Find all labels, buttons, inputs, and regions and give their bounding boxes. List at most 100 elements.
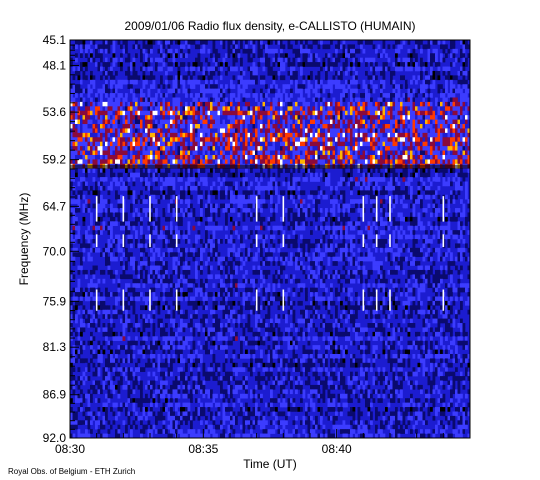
heatmap-cell [267,48,271,54]
heatmap-cell [395,66,398,72]
heatmap-cell [435,57,438,63]
heatmap-cell [137,110,141,116]
heatmap-cell [215,208,218,213]
heatmap-cell [435,106,438,112]
heatmap-cell [137,172,141,178]
heatmap-cell [162,190,166,196]
heatmap-cell [375,84,378,89]
heatmap-cell [120,194,123,200]
heatmap-cell [117,101,121,107]
heatmap-cell [262,150,266,156]
heatmap-cell [92,101,96,107]
heatmap-cell [122,159,126,165]
heatmap-cell [90,119,93,125]
heatmap-cell [310,44,313,50]
heatmap-cell [332,230,336,235]
heatmap-cell [287,84,291,89]
heatmap-cell [427,150,431,156]
heatmap-cell [305,110,308,116]
heatmap-cell [210,190,213,196]
heatmap-cell [265,190,268,196]
heatmap-cell [87,159,91,165]
heatmap-cell [120,124,123,129]
heatmap-cell [465,101,468,107]
heatmap-cell [435,146,438,151]
heatmap-cell [165,181,168,187]
heatmap-cell [140,115,143,120]
heatmap-cell [177,216,181,222]
heatmap-cell [197,150,201,156]
heatmap-cell [327,79,331,85]
heatmap-cell [165,159,168,165]
heatmap-cell [295,150,298,156]
heatmap-cell [452,75,456,81]
heatmap-cell [142,154,146,160]
heatmap-cell [240,106,243,112]
heatmap-cell [187,44,191,50]
heatmap-cell [92,119,96,125]
heatmap-cell [80,62,83,67]
heatmap-cell [270,110,273,116]
heatmap-cell [202,137,206,143]
heatmap-cell [195,93,198,98]
heatmap-cell [267,132,271,138]
heatmap-cell [277,57,281,63]
heatmap-cell [447,115,451,120]
heatmap-cell [277,159,281,165]
heatmap-cell [455,119,458,125]
heatmap-cell [157,154,161,160]
heatmap-cell [305,150,308,156]
heatmap-cell [337,150,341,156]
heatmap-cell [462,44,466,50]
heatmap-cell [285,141,288,147]
heatmap-cell [190,212,193,218]
heatmap-cell [165,146,168,151]
heatmap-cell [232,150,236,156]
heatmap-cell [190,168,193,173]
heatmap-cell [452,101,456,107]
heatmap-cell [85,150,88,156]
heatmap-cell [445,225,448,231]
heatmap-cell [270,141,273,147]
heatmap-cell [202,141,206,147]
heatmap-cell [165,115,168,120]
heatmap-cell [375,154,378,160]
heatmap-cell [447,106,451,112]
heatmap-cell [410,137,413,143]
heatmap-cell [452,190,456,196]
heatmap-cell [110,75,113,81]
heatmap-cell [460,128,463,134]
heatmap-cell [397,234,401,240]
heatmap-cell [205,194,208,200]
heatmap-cell [252,106,256,112]
heatmap-cell [430,84,433,89]
heatmap-cell [137,124,141,129]
heatmap-cell [247,132,251,138]
heatmap-cell [427,97,431,103]
heatmap-cell [340,203,343,209]
heatmap-cell [450,181,453,187]
heatmap-cell [247,119,251,125]
heatmap-cell [200,190,203,196]
heatmap-cell [140,208,143,213]
heatmap-cell [312,141,316,147]
heatmap-cell [167,84,171,89]
heatmap-cell [227,132,231,138]
heatmap-cell [140,128,143,134]
heatmap-cell [195,106,198,112]
heatmap-cell [135,208,138,213]
heatmap-cell [357,84,361,89]
heatmap-cell [90,48,93,54]
heatmap-cell [117,172,121,178]
heatmap-cell [412,119,416,125]
heatmap-cell [370,62,373,67]
heatmap-cell [455,57,458,63]
heatmap-cell [400,119,403,125]
heatmap-cell [450,230,453,235]
heatmap-cell [77,154,81,160]
heatmap-cell [192,97,196,103]
heatmap-cell [420,203,423,209]
heatmap-cell [415,154,418,160]
heatmap-cell [350,141,353,147]
heatmap-cell [362,172,366,178]
